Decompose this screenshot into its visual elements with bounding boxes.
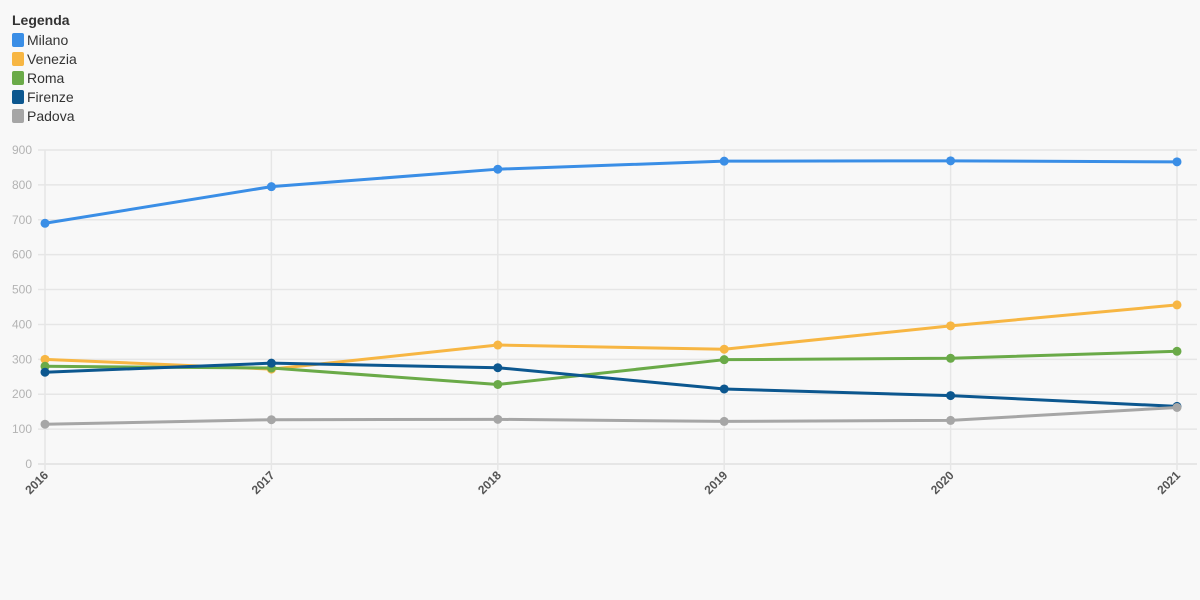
data-point: [40, 354, 50, 364]
series-padova: [40, 402, 1182, 429]
data-point: [40, 419, 50, 429]
legend-swatch: [12, 108, 24, 123]
data-point: [946, 415, 956, 425]
y-tick-label: 400: [12, 317, 32, 331]
legend-label: Padova: [27, 107, 75, 124]
legend-label: Milano: [27, 31, 69, 48]
data-point: [946, 321, 956, 331]
y-tick-label: 900: [12, 143, 32, 157]
series-milano: [40, 156, 1182, 228]
legend-swatch: [12, 32, 24, 47]
data-point: [493, 340, 503, 350]
x-tick-label: 2017: [249, 468, 278, 497]
x-tick-label: 2016: [22, 468, 51, 497]
y-tick-label: 600: [12, 248, 32, 262]
data-point: [266, 358, 276, 368]
y-tick-label: 100: [12, 422, 32, 436]
grid: [38, 149, 1197, 470]
series-line: [44, 349, 1178, 386]
series-line: [44, 159, 1178, 225]
legend-items: Milano Venezia Roma Firenze Padova: [12, 30, 77, 125]
x-tick-label: 2019: [702, 468, 731, 497]
series-venezia: [40, 300, 1182, 374]
legend-label: Firenze: [27, 88, 74, 105]
data-point: [493, 379, 503, 389]
legend-swatch: [12, 89, 24, 104]
data-point: [946, 391, 956, 401]
legend-item[interactable]: Venezia: [12, 49, 77, 68]
series-line: [44, 405, 1178, 426]
y-tick-label: 500: [12, 283, 32, 297]
data-point: [946, 156, 956, 166]
data-point: [719, 344, 729, 354]
legend-swatch: [12, 70, 24, 85]
data-point: [40, 367, 50, 377]
series-firenze: [40, 358, 1182, 411]
data-point: [719, 355, 729, 365]
series-line: [44, 361, 1178, 408]
legend-swatch: [12, 51, 24, 66]
data-point: [719, 416, 729, 426]
legend-label: Roma: [27, 69, 65, 86]
data-point: [719, 156, 729, 166]
data-point: [266, 415, 276, 425]
series-group: [40, 156, 1182, 429]
x-axis: 2016 2017 2018 2019 2020 2021: [22, 468, 1183, 497]
data-point: [493, 363, 503, 373]
data-point: [1172, 300, 1182, 310]
y-tick-label: 700: [12, 213, 32, 227]
data-point: [493, 164, 503, 174]
legend-item[interactable]: Padova: [12, 106, 77, 125]
series-roma: [40, 346, 1182, 389]
legend-item[interactable]: Roma: [12, 68, 77, 87]
x-tick-label: 2018: [475, 468, 504, 497]
legend-item[interactable]: Milano: [12, 30, 77, 49]
y-tick-label: 0: [25, 457, 32, 471]
data-point: [40, 218, 50, 228]
legend-item[interactable]: Firenze: [12, 87, 77, 106]
legend-title: Legenda: [12, 12, 70, 28]
y-tick-label: 200: [12, 387, 32, 401]
y-axis: 0 100 200 300 400 500 600 700 800 900: [12, 143, 32, 471]
data-point: [719, 384, 729, 394]
data-point: [1172, 346, 1182, 356]
legend: Legenda Milano Venezia Roma Firenze Padova: [12, 12, 77, 125]
data-point: [1172, 402, 1182, 412]
data-point: [1172, 157, 1182, 167]
data-point: [493, 414, 503, 424]
y-tick-label: 300: [12, 352, 32, 366]
data-point: [266, 182, 276, 192]
x-tick-label: 2020: [928, 468, 957, 497]
data-point: [946, 353, 956, 363]
x-tick-label: 2021: [1154, 468, 1183, 497]
legend-label: Venezia: [27, 50, 77, 67]
y-tick-label: 800: [12, 178, 32, 192]
